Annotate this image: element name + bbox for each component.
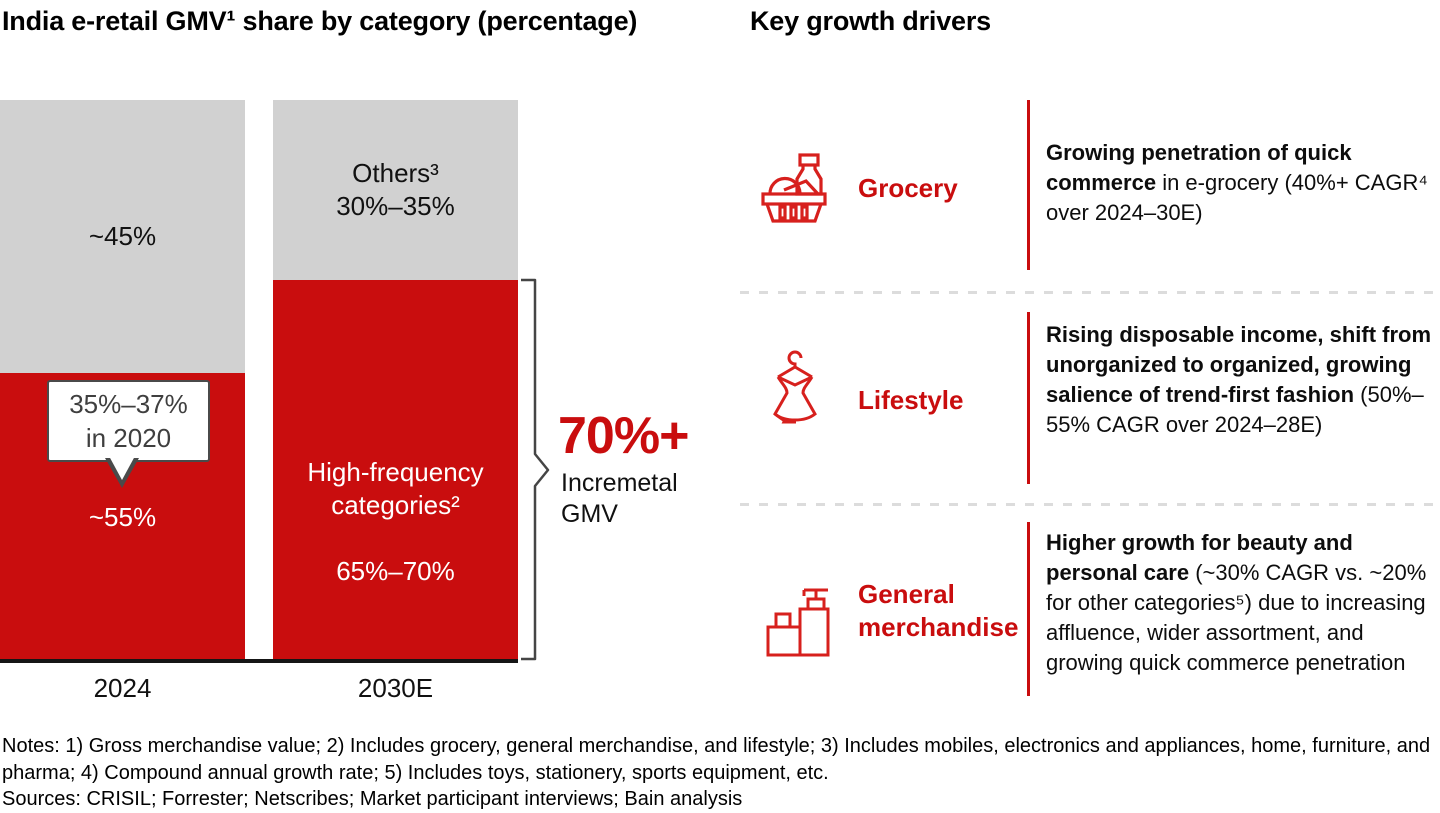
bar-2024-others-segment: [0, 100, 245, 373]
bar-2024-highfreq-value: ~55%: [88, 502, 157, 532]
notes-text: Notes: 1) Gross merchandise value; 2) In…: [2, 735, 1431, 784]
driver-label-grocery: Grocery: [858, 173, 958, 203]
drivers-title: Key growth drivers: [750, 6, 991, 36]
incremental-gmv-value: 70%+: [558, 407, 689, 465]
driver-label-general-merchandise: General merchandise: [858, 579, 1019, 642]
general-merch-desc-bold: Higher growth for beauty and personal ca…: [1046, 530, 1353, 585]
driver-label-lifestyle: Lifestyle: [858, 385, 964, 415]
driver-desc-grocery: Growing penetration of quick commerce in…: [1046, 138, 1440, 228]
row-separator: [740, 291, 1440, 294]
driver-desc-lifestyle: Rising disposable income, shift from uno…: [1046, 320, 1440, 440]
footnotes: Notes: 1) Gross merchandise value; 2) In…: [2, 733, 1439, 813]
grocery-accent-line: [1027, 100, 1030, 270]
highfreq-label-value: 65%–70%: [336, 556, 455, 586]
grocery-basket-icon: [754, 146, 832, 224]
bar-2030-others-segment: [273, 100, 518, 280]
lifestyle-accent-line: [1027, 312, 1030, 484]
general-merch-accent-line: [1027, 522, 1030, 696]
sources-text: Sources: CRISIL; Forrester; Netscribes; …: [2, 788, 743, 810]
callout-2020-share: 35%–37% in 2020: [47, 380, 210, 462]
x-label-2024: 2024: [93, 673, 152, 703]
bar-2030-highfreq-label: High-frequency categories² 65%–70%: [273, 423, 518, 588]
grocery-desc-bold: Growing penetration of quick commerce: [1046, 140, 1352, 195]
general-merch-desc-rest: (~30% CAGR vs. ~20% for other categories…: [1046, 560, 1427, 675]
grocery-desc-rest: in e-grocery (40%+ CAGR⁴ over 2024–30E): [1046, 170, 1428, 225]
bar-2030-others-label: Others³ 30%–35%: [336, 158, 455, 221]
highfreq-label-bold: High-frequency categories²: [307, 457, 484, 520]
lifestyle-desc-rest: (50%–55% CAGR over 2024–28E): [1046, 382, 1424, 437]
x-axis-line: [0, 659, 518, 663]
toiletries-icon: [758, 582, 836, 660]
dress-icon: [756, 350, 834, 428]
bar-2030-highfreq-segment: [273, 280, 518, 660]
row-separator: [740, 503, 1440, 506]
bar-2024-others-value: ~45%: [88, 221, 157, 251]
x-label-2030e: 2030E: [357, 673, 434, 703]
driver-desc-general-merchandise: Higher growth for beauty and personal ca…: [1046, 528, 1440, 678]
chart-title: India e-retail GMV¹ share by category (p…: [2, 6, 638, 36]
lifestyle-desc-bold: Rising disposable income, shift from uno…: [1046, 322, 1432, 407]
bracket: [521, 278, 550, 661]
incremental-gmv-label: Incremetal GMV: [561, 469, 678, 528]
